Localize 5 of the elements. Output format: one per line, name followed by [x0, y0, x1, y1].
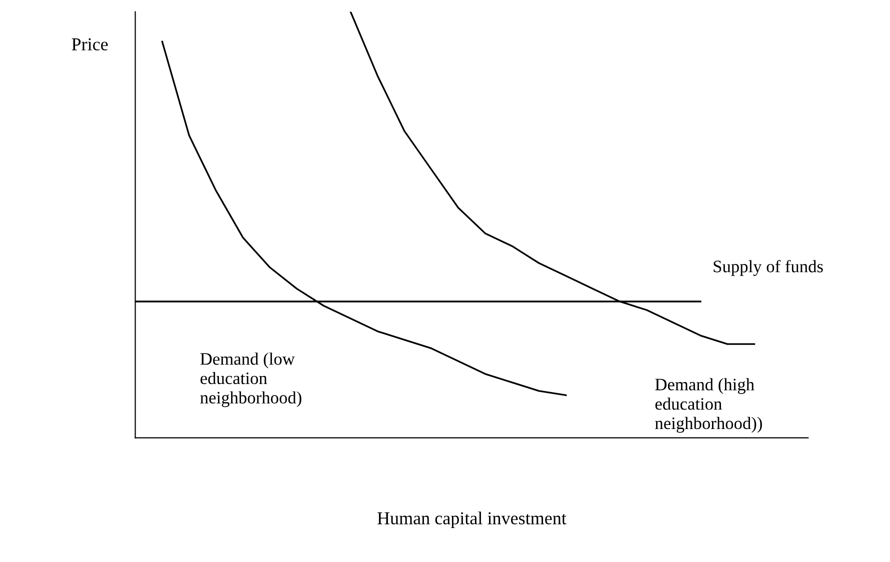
text: Human capital investment: [377, 512, 566, 528]
text: Demand (low education neighborhood): [200, 352, 302, 408]
text: Demand (high education neighborhood)): [655, 378, 762, 433]
y-axis-title: Price: [72, 38, 108, 50]
series-label: Supply of funds: [714, 260, 823, 276]
